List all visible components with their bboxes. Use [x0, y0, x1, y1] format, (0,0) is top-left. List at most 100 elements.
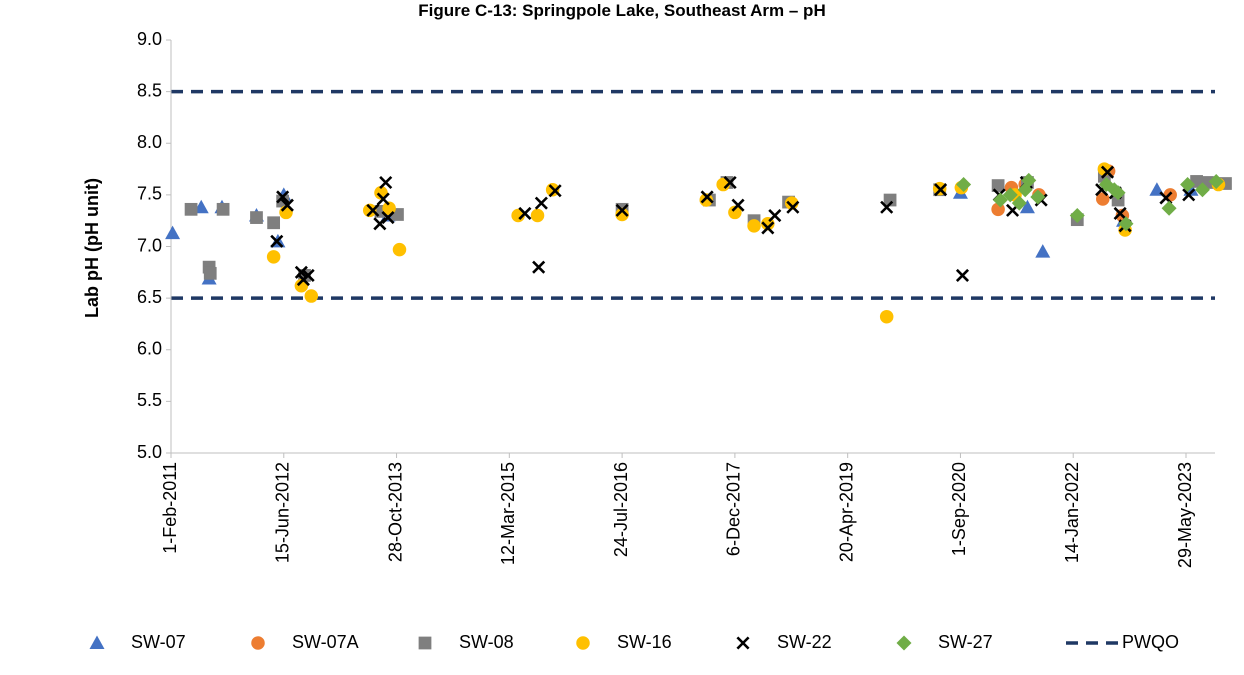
x-tick-label: 24-Jul-2016 — [611, 462, 631, 557]
legend-label: PWQO — [1122, 632, 1179, 652]
y-tick-label: 5.5 — [137, 390, 162, 410]
data-point — [1118, 216, 1134, 232]
data-point — [700, 190, 714, 204]
data-point — [270, 234, 284, 248]
data-point — [276, 190, 290, 204]
data-point — [379, 175, 393, 190]
chart-title: Figure C-13: Springpole Lake, Southeast … — [418, 1, 825, 20]
data-point — [216, 202, 230, 216]
x-tick-label: 12-Mar-2015 — [498, 462, 518, 565]
legend-label: SW-07A — [292, 632, 359, 652]
data-point — [511, 208, 525, 223]
x-tick-label: 28-Oct-2013 — [385, 462, 405, 562]
data-point — [747, 219, 761, 233]
data-point — [615, 203, 629, 217]
data-point — [392, 242, 407, 257]
data-point — [518, 206, 532, 221]
x-tick-label: 15-Jun-2012 — [273, 462, 293, 563]
data-point — [267, 216, 281, 230]
x-tick-label: 1-Sep-2020 — [949, 462, 969, 556]
data-point — [534, 196, 548, 210]
legend-marker — [418, 636, 432, 650]
y-tick-labels: 5.0 5.5 6.0 6.5 7.0 7.5 8.0 8.5 9.0 — [137, 29, 171, 462]
data-point — [250, 211, 263, 224]
data-point — [1019, 199, 1035, 214]
series-sw-22 — [270, 165, 1196, 287]
x-tick-label: 20-Apr-2019 — [836, 462, 856, 562]
data-point — [366, 203, 380, 217]
y-axis-label: Lab pH (pH unit) — [82, 178, 102, 318]
data-point — [304, 289, 319, 303]
data-point — [1182, 188, 1196, 202]
data-point — [184, 202, 198, 216]
data-point — [1021, 172, 1037, 188]
data-point — [548, 184, 562, 198]
series-sw-27 — [956, 172, 1224, 232]
legend-marker — [89, 635, 105, 649]
data-point — [530, 208, 545, 223]
data-point — [761, 221, 775, 235]
y-tick-label: 6.5 — [137, 287, 162, 307]
data-point — [280, 198, 294, 212]
y-tick-label: 7.5 — [137, 184, 162, 204]
data-point — [1011, 195, 1027, 211]
data-point — [768, 208, 782, 223]
data-point — [376, 192, 390, 206]
pwqo-guidelines — [171, 89, 1215, 300]
y-tick-label: 6.0 — [137, 339, 162, 359]
legend: SW-07 SW-07A SW-08 SW-16 SW-22 SW-27 PWQO — [89, 632, 1179, 652]
legend-label: SW-08 — [459, 632, 514, 652]
data-point — [381, 211, 395, 225]
data-point — [301, 268, 315, 282]
data-point — [1035, 244, 1051, 258]
data-point — [731, 198, 745, 212]
x-tick-label: 29-May-2023 — [1175, 462, 1195, 568]
x-tick-labels: 1-Feb-2011 15-Jun-2012 28-Oct-2013 12-Mar-2… — [160, 453, 1195, 568]
data-points — [165, 162, 1232, 324]
data-point — [880, 200, 894, 214]
data-point — [1194, 182, 1210, 198]
data-point — [883, 193, 897, 207]
x-tick-label: 14-Jan-2022 — [1062, 462, 1082, 563]
data-point — [699, 193, 713, 207]
data-point — [723, 175, 737, 190]
data-point — [1069, 208, 1085, 224]
y-tick-label: 8.0 — [137, 132, 162, 152]
data-point — [1030, 189, 1046, 205]
data-point — [1161, 200, 1177, 216]
data-point — [615, 207, 629, 222]
data-point — [362, 203, 377, 218]
data-point — [1110, 185, 1126, 201]
legend-label: SW-07 — [131, 632, 186, 652]
axes — [170, 40, 1215, 454]
series-sw-08 — [184, 169, 1232, 282]
legend-marker — [896, 635, 912, 651]
legend-marker — [736, 636, 750, 650]
legend-marker — [251, 636, 265, 650]
y-tick-label: 5.0 — [137, 442, 162, 462]
data-point — [165, 225, 181, 240]
y-tick-label: 7.0 — [137, 235, 162, 255]
data-point — [934, 183, 948, 197]
data-point — [532, 260, 546, 274]
legend-label: SW-27 — [938, 632, 993, 652]
data-point — [203, 266, 217, 280]
x-tick-label: 6-Dec-2017 — [724, 462, 744, 556]
data-point — [955, 268, 970, 282]
data-point — [1113, 206, 1127, 221]
data-point — [193, 199, 209, 214]
y-tick-label: 8.5 — [137, 80, 162, 100]
data-point — [1002, 187, 1018, 203]
data-point — [1100, 165, 1115, 179]
x-tick-label: 1-Feb-2011 — [160, 462, 180, 554]
legend-marker — [576, 636, 590, 650]
data-point — [728, 205, 742, 220]
data-point — [992, 192, 1008, 208]
data-point — [879, 309, 894, 324]
y-tick-label: 9.0 — [137, 29, 162, 49]
data-point — [373, 217, 387, 231]
data-point — [1208, 173, 1224, 189]
data-point — [956, 177, 972, 193]
legend-label: SW-16 — [617, 632, 672, 652]
